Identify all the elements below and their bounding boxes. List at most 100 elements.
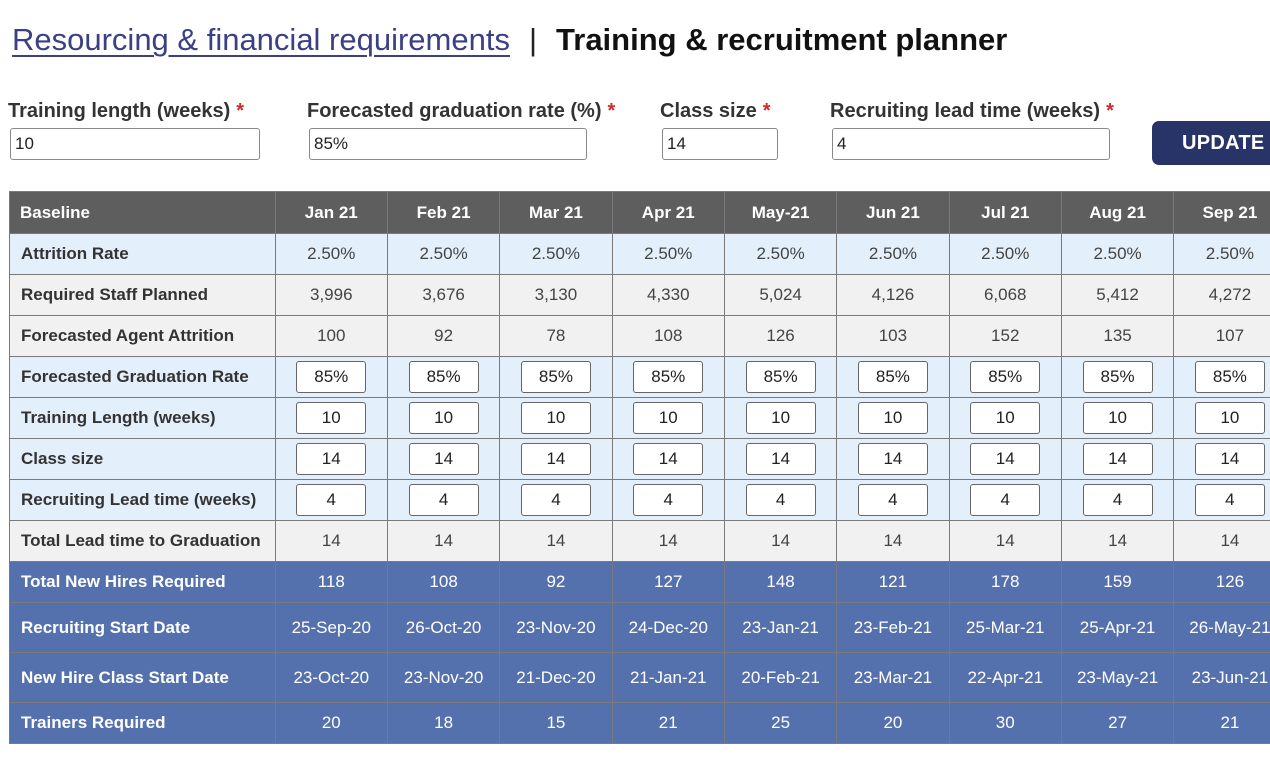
cell-input[interactable]: [408, 402, 479, 434]
table-cell: [274, 356, 388, 398]
month-header: Jun 21: [836, 191, 950, 234]
cell-input[interactable]: [296, 443, 367, 475]
cell-input[interactable]: [745, 361, 816, 393]
table-cell: [723, 356, 838, 398]
cell-input[interactable]: [745, 484, 816, 516]
cell-input[interactable]: [1082, 402, 1153, 434]
table-cell: [386, 479, 501, 521]
table-cell: [1173, 438, 1270, 480]
cell-input[interactable]: [970, 402, 1041, 434]
table-cell: 159: [1060, 561, 1175, 603]
cell-input[interactable]: [1194, 402, 1265, 434]
cell-input[interactable]: [1082, 361, 1153, 393]
cell-input[interactable]: [408, 484, 479, 516]
class-size-input[interactable]: [662, 128, 778, 160]
cell-input[interactable]: [633, 443, 704, 475]
cell-input[interactable]: [633, 402, 704, 434]
table-row: Trainers Required20181521252030272125: [9, 702, 1270, 744]
cell-input[interactable]: [1082, 443, 1153, 475]
month-header: Feb 21: [386, 191, 501, 234]
table-cell: [274, 479, 388, 521]
table-cell: [274, 397, 388, 439]
table-cell: 2.50%: [1173, 233, 1270, 275]
table-cell: [499, 438, 613, 480]
training-length-input[interactable]: [10, 128, 260, 160]
table-cell: 178: [948, 561, 1062, 603]
cell-input[interactable]: [520, 484, 591, 516]
table-cell: 21-Dec-20: [499, 652, 613, 703]
table-cell: 21: [611, 702, 725, 744]
cell-input[interactable]: [520, 402, 591, 434]
table-cell: 4,330: [611, 274, 725, 316]
cell-input[interactable]: [970, 361, 1041, 393]
cell-input[interactable]: [1194, 484, 1265, 516]
cell-input[interactable]: [857, 443, 928, 475]
row-label: New Hire Class Start Date: [9, 652, 276, 703]
graduation-rate-input[interactable]: [309, 128, 587, 160]
table-cell: 92: [499, 561, 613, 603]
table-cell: 3,996: [274, 274, 388, 316]
cell-input[interactable]: [1194, 443, 1265, 475]
cell-input[interactable]: [970, 484, 1041, 516]
field-label: Recruiting lead time (weeks) *: [830, 100, 1114, 122]
table-cell: 15: [499, 702, 613, 744]
update-button[interactable]: UPDATE: [1152, 121, 1270, 165]
cell-input[interactable]: [296, 484, 367, 516]
table-cell: 23-Oct-20: [274, 652, 388, 703]
table-cell: 5,412: [1060, 274, 1175, 316]
table-cell: 14: [386, 520, 501, 562]
month-header: Aug 21: [1060, 191, 1175, 234]
row-label: Forecasted Graduation Rate: [9, 356, 276, 398]
breadcrumb-link-resourcing[interactable]: Resourcing & financial requirements: [12, 22, 510, 57]
table-cell: [386, 397, 501, 439]
cell-input[interactable]: [296, 361, 367, 393]
row-label: Trainers Required: [9, 702, 276, 744]
table-cell: 14: [1060, 520, 1175, 562]
table-cell: 23-Nov-20: [386, 652, 501, 703]
table-row: Class size: [9, 438, 1270, 480]
cell-input[interactable]: [633, 484, 704, 516]
table-cell: 25-Sep-20: [274, 602, 388, 653]
cell-input[interactable]: [408, 443, 479, 475]
cell-input[interactable]: [970, 443, 1041, 475]
cell-input[interactable]: [633, 361, 704, 393]
table-cell: [611, 356, 725, 398]
table-cell: [386, 438, 501, 480]
table-cell: [948, 438, 1062, 480]
cell-input[interactable]: [857, 484, 928, 516]
cell-input[interactable]: [857, 402, 928, 434]
cell-input[interactable]: [408, 361, 479, 393]
cell-input[interactable]: [745, 402, 816, 434]
table-cell: 127: [611, 561, 725, 603]
cell-input[interactable]: [1082, 484, 1153, 516]
cell-input[interactable]: [857, 361, 928, 393]
cell-input[interactable]: [745, 443, 816, 475]
table-row: Recruiting Start Date 25-Sep-20 26-Oct-20 2…: [9, 602, 1270, 653]
table-row: Forecasted Graduation Rate: [9, 356, 1270, 398]
table-row: Total Lead time to Graduation 14 14 14 14 14 1…: [9, 520, 1270, 562]
table-cell: [1173, 479, 1270, 521]
month-header: Jan 21: [274, 191, 388, 234]
table-cell: 135: [1060, 315, 1175, 357]
table-cell: [723, 438, 838, 480]
table-cell: 3,676: [386, 274, 501, 316]
table-cell: [836, 356, 950, 398]
table-cell: 26-May-21: [1173, 602, 1270, 653]
planner-table-container[interactable]: Baseline Jan 21 Feb 21 Mar 21 Apr 21 May-21 J…: [9, 191, 1270, 744]
required-asterisk: *: [1106, 100, 1114, 122]
table-cell: [1060, 438, 1175, 480]
table-cell: 2.50%: [274, 233, 388, 275]
training-length-field: Training length (weeks) *: [8, 98, 260, 160]
cell-input[interactable]: [296, 402, 367, 434]
table-cell: 121: [836, 561, 950, 603]
table-cell: 23-Feb-21: [836, 602, 950, 653]
row-label: Required Staff Planned: [9, 274, 276, 316]
table-row: New Hire Class Start Date 23-Oct-20 23-Nov…: [9, 652, 1270, 703]
cell-input[interactable]: [1194, 361, 1265, 393]
cell-input[interactable]: [520, 443, 591, 475]
table-cell: [611, 397, 725, 439]
table-cell: 23-Jan-21: [723, 602, 838, 653]
cell-input[interactable]: [520, 361, 591, 393]
recruiting-lead-time-input[interactable]: [832, 128, 1110, 160]
table-cell: [1060, 356, 1175, 398]
